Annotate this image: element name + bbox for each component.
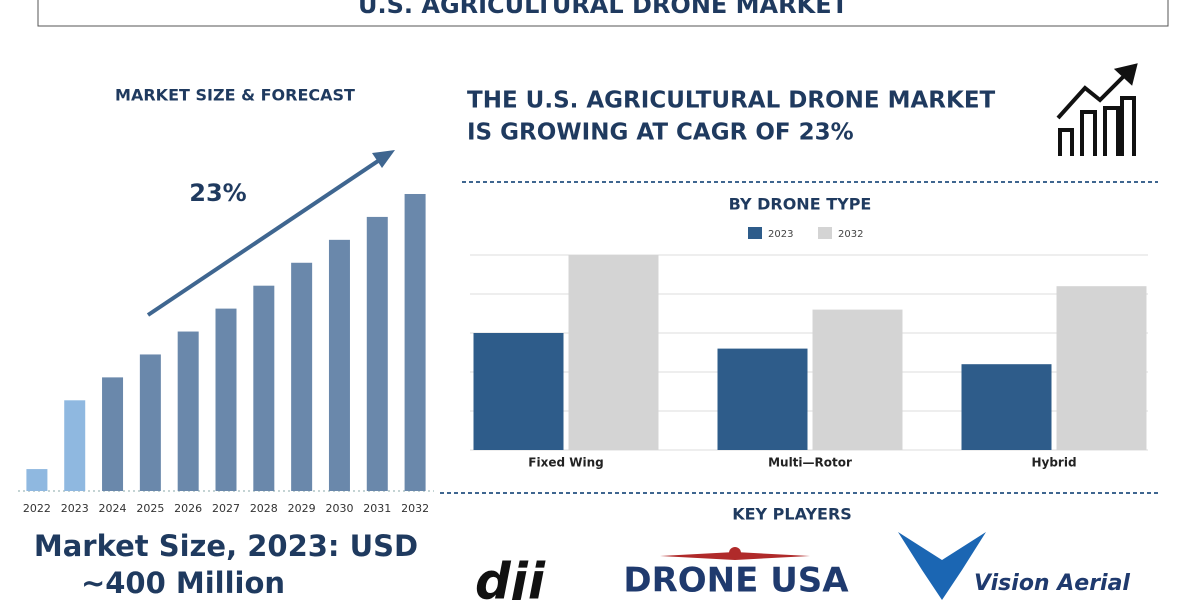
section-title: KEY PLAYERS xyxy=(732,505,852,524)
bar xyxy=(64,400,86,491)
x-tick-label: 2028 xyxy=(250,502,278,515)
x-tick-label: 2031 xyxy=(363,502,391,515)
x-tick-label: 2022 xyxy=(23,502,51,515)
x-tick-label: 2029 xyxy=(288,502,316,515)
headline: THE U.S. AGRICULTURAL DRONE MARKET xyxy=(467,88,996,114)
logo-text: dji xyxy=(475,553,546,600)
x-tick-label: 2032 xyxy=(401,502,429,515)
x-tick-label: 2024 xyxy=(99,502,127,515)
vision-aerial-mark xyxy=(898,532,986,600)
bar xyxy=(253,285,275,491)
logo-text: DRONE USA xyxy=(623,561,849,600)
growth-arrow xyxy=(146,150,395,317)
logo-text: Vision Aerial xyxy=(974,571,1130,596)
bar xyxy=(328,239,350,491)
growth-icon xyxy=(1056,63,1138,156)
x-tick-label: Hybrid xyxy=(1031,456,1076,470)
bar xyxy=(404,193,426,491)
bar xyxy=(291,262,313,491)
x-tick-label: 2025 xyxy=(136,502,164,515)
bar xyxy=(139,354,161,491)
bar xyxy=(473,333,564,450)
bar xyxy=(1056,286,1147,450)
market-size: Market Size, 2023: USD xyxy=(34,529,418,563)
annotation: 23% xyxy=(189,179,246,207)
headline: IS GROWING AT CAGR OF 23% xyxy=(467,120,854,146)
chart-title: MARKET SIZE & FORECAST xyxy=(115,86,355,105)
legend-swatch xyxy=(818,227,832,239)
bar xyxy=(102,377,124,491)
x-tick-label: 2030 xyxy=(325,502,353,515)
bar xyxy=(366,216,388,491)
x-tick-label: 2026 xyxy=(174,502,202,515)
legend-label: 2032 xyxy=(838,229,863,240)
legend-swatch xyxy=(748,227,762,239)
market-size: ~400 Million xyxy=(81,566,285,600)
x-tick-label: Fixed Wing xyxy=(528,456,603,470)
bar xyxy=(177,331,199,491)
drone-usa-wing xyxy=(660,547,810,560)
x-tick-label: 2023 xyxy=(61,502,89,515)
bar xyxy=(568,255,659,450)
bar xyxy=(812,309,903,450)
bar xyxy=(215,308,237,491)
bar xyxy=(717,348,808,450)
bar xyxy=(961,364,1052,450)
chart-title: BY DRONE TYPE xyxy=(729,195,872,214)
x-tick-label: Multi—Rotor xyxy=(768,456,852,470)
title-box xyxy=(37,0,1169,27)
page-title: U.S. AGRICULTURAL DRONE MARKET xyxy=(358,0,849,19)
x-tick-label: 2027 xyxy=(212,502,240,515)
legend-label: 2023 xyxy=(768,229,793,240)
bar xyxy=(26,469,48,491)
